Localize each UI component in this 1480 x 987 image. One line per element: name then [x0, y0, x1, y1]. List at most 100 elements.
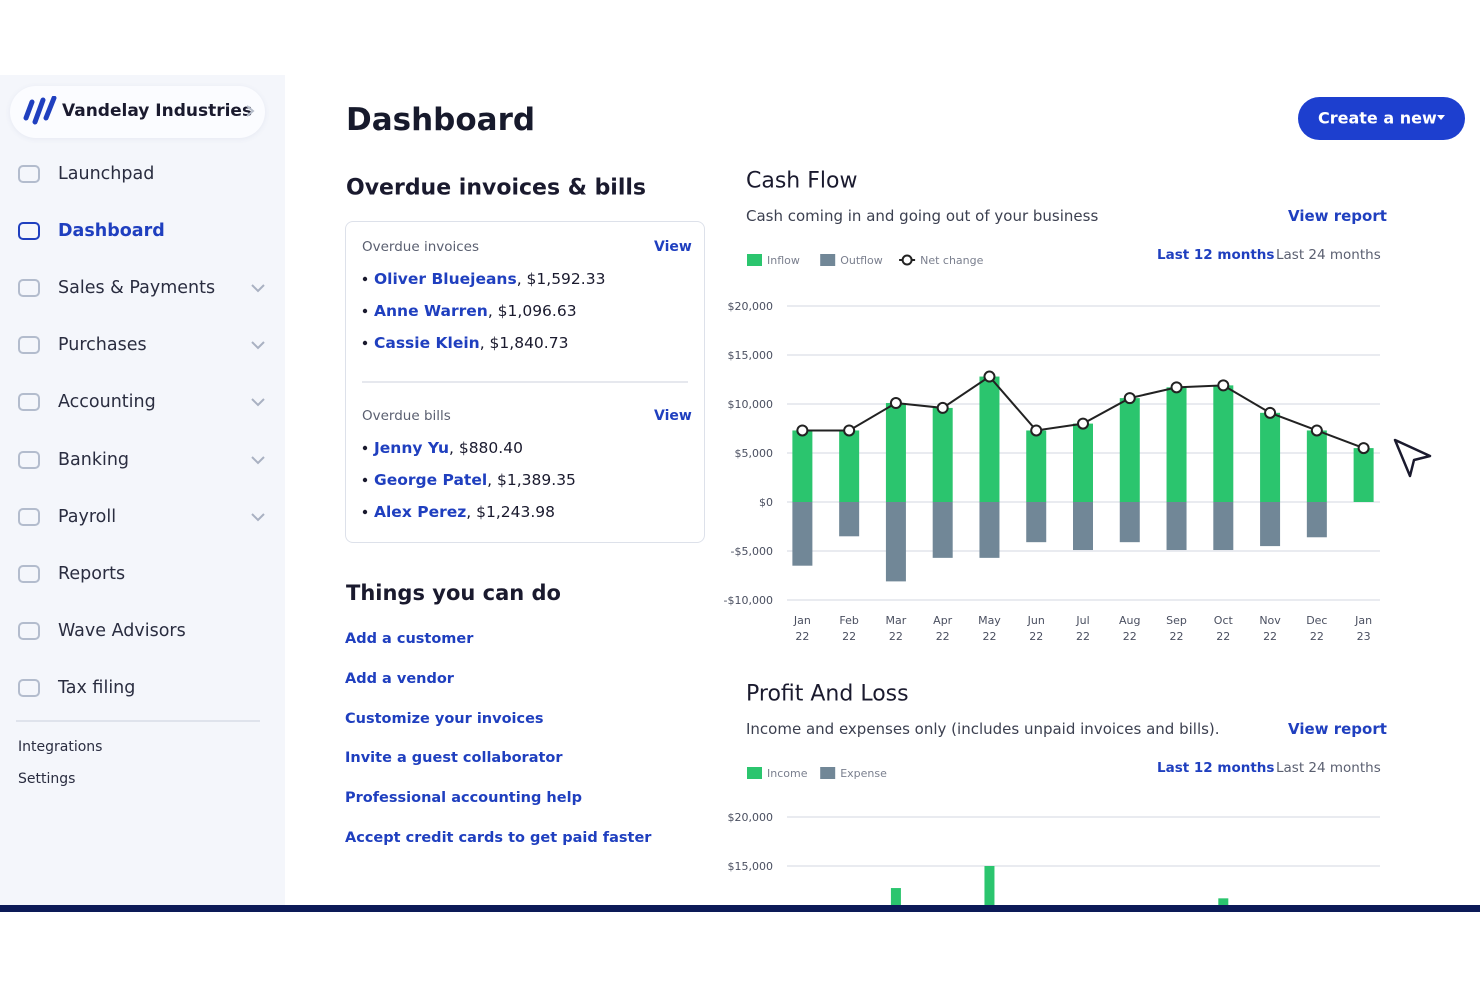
nav-item[interactable]: Launchpad — [58, 164, 155, 184]
section-title: Overdue invoices & bills — [346, 175, 647, 201]
contact-link[interactable]: Cassie Klein — [374, 334, 480, 352]
create-button[interactable]: Create a new — [1298, 97, 1465, 140]
bar — [1260, 412, 1281, 502]
x-tick-label: Aug 22 — [1119, 614, 1140, 643]
nav-chevron — [251, 398, 265, 407]
bar — [890, 888, 901, 905]
brand-switcher[interactable] — [10, 86, 265, 138]
action-link[interactable]: Accept credit cards to get paid faster — [345, 830, 652, 846]
contact-link[interactable]: Anne Warren — [374, 302, 488, 320]
legend-swatch — [820, 767, 836, 779]
bar — [932, 407, 953, 502]
net-point — [1170, 381, 1183, 394]
action-link[interactable]: Add a customer — [345, 631, 474, 647]
dropdown-caret — [1437, 115, 1445, 120]
nav-icon — [18, 621, 40, 640]
legend-swatch — [747, 767, 762, 779]
bullet — [362, 276, 368, 282]
nav-icon — [18, 222, 40, 241]
bar — [839, 430, 860, 502]
bar — [932, 502, 953, 558]
nav-item[interactable]: Wave Advisors — [58, 620, 186, 641]
view-link[interactable]: View — [654, 408, 692, 424]
bar — [1213, 385, 1234, 502]
nav-icon — [18, 279, 40, 298]
nav-chevron — [251, 341, 265, 350]
range-toggle[interactable]: Last 24 months — [1276, 247, 1381, 263]
bar — [792, 430, 813, 502]
range-toggle[interactable]: Last 24 months — [1276, 760, 1381, 776]
nav-item[interactable]: Tax filing — [58, 677, 136, 698]
legend-label: Expense — [840, 767, 887, 780]
net-point — [1310, 424, 1323, 437]
nav-item[interactable]: Sales & Payments — [58, 278, 216, 299]
legend-label: Outflow — [840, 254, 883, 267]
net-point — [1357, 442, 1370, 455]
y-tick-label: $20,000 — [728, 811, 774, 824]
action-link[interactable]: Customize your invoices — [345, 710, 544, 727]
bar — [979, 376, 1000, 502]
y-tick-label: $0 — [759, 496, 773, 509]
nav-item[interactable]: Dashboard — [58, 221, 165, 242]
nav-item[interactable]: Banking — [58, 449, 130, 470]
nav-icon — [18, 393, 40, 412]
net-point — [1030, 424, 1043, 437]
footer-link[interactable]: Settings — [18, 771, 76, 787]
card-label: Overdue invoices — [362, 239, 480, 255]
nav-icon-shape — [18, 507, 40, 526]
contact-link[interactable]: George Patel — [374, 471, 488, 489]
x-tick-label: Jan 23 — [1354, 614, 1372, 643]
overdue-item: Anne Warren, $1,096.63 — [374, 302, 577, 320]
bar — [1166, 502, 1187, 551]
contact-link[interactable]: Jenny Yu — [374, 439, 449, 457]
nav-item[interactable]: Reports — [58, 563, 126, 584]
nav-icon — [18, 336, 40, 355]
bullet-dot — [362, 445, 368, 451]
action-link[interactable]: Professional accounting help — [345, 790, 582, 807]
bullet — [362, 477, 368, 483]
nav-item[interactable]: Payroll — [58, 506, 117, 527]
chevron — [251, 284, 265, 293]
chevron — [251, 341, 265, 350]
contact-link[interactable]: Oliver Bluejeans — [374, 270, 517, 288]
net-point — [843, 424, 856, 437]
nav-icon-shape — [18, 621, 40, 640]
x-tick-label: Mar 22 — [886, 614, 907, 643]
contact-link[interactable]: Alex Perez — [374, 503, 467, 521]
action-link[interactable]: Add a vendor — [345, 670, 454, 687]
chart-title: Cash Flow — [746, 168, 858, 194]
x-tick-label: Dec 22 — [1306, 614, 1327, 643]
brand-name: Vandelay Industries — [62, 101, 253, 121]
action-link[interactable]: Invite a guest collaborator — [345, 750, 563, 767]
nav-chevron — [251, 512, 265, 522]
net-point — [1264, 406, 1277, 419]
bullet-dot — [362, 509, 368, 515]
nav-chevron — [251, 455, 265, 464]
x-tick-label: May 22 — [978, 614, 1001, 643]
bar — [979, 502, 1000, 558]
range-toggle[interactable]: Last 12 months — [1157, 247, 1275, 263]
bar — [885, 502, 906, 582]
report-link[interactable]: View report — [1288, 720, 1387, 738]
chart-title: Profit And Loss — [746, 681, 909, 707]
chart-subtitle: Cash coming in and going out of your bus… — [746, 207, 1099, 225]
range-toggle[interactable]: Last 12 months — [1157, 760, 1275, 776]
legend-label: Net change — [920, 254, 984, 267]
net-point — [889, 397, 902, 410]
amount: , $1,096.63 — [487, 302, 577, 320]
nav-icon — [18, 450, 40, 469]
x-tick-label: Jul 22 — [1075, 614, 1090, 643]
bar — [1218, 898, 1229, 905]
nav-item[interactable]: Purchases — [58, 335, 147, 356]
footer-link[interactable]: Integrations — [18, 739, 103, 755]
nav-item[interactable]: Accounting — [58, 392, 156, 413]
legend-swatch — [747, 254, 762, 266]
bullet-dot — [362, 308, 368, 314]
cash-flow-chart: Inflow Outflow Net change -$10,000 -$5,000 $0… — [724, 254, 1380, 643]
nav-icon — [18, 564, 40, 583]
amount: , $1,592.33 — [516, 270, 606, 288]
report-link[interactable]: View report — [1288, 207, 1387, 225]
overdue-item: Oliver Bluejeans, $1,592.33 — [374, 270, 605, 288]
view-link[interactable]: View — [654, 239, 692, 255]
